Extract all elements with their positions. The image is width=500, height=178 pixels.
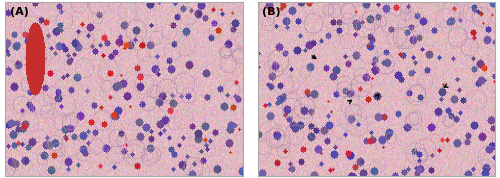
Text: (B): (B): [262, 7, 281, 17]
Text: (A): (A): [10, 7, 29, 17]
